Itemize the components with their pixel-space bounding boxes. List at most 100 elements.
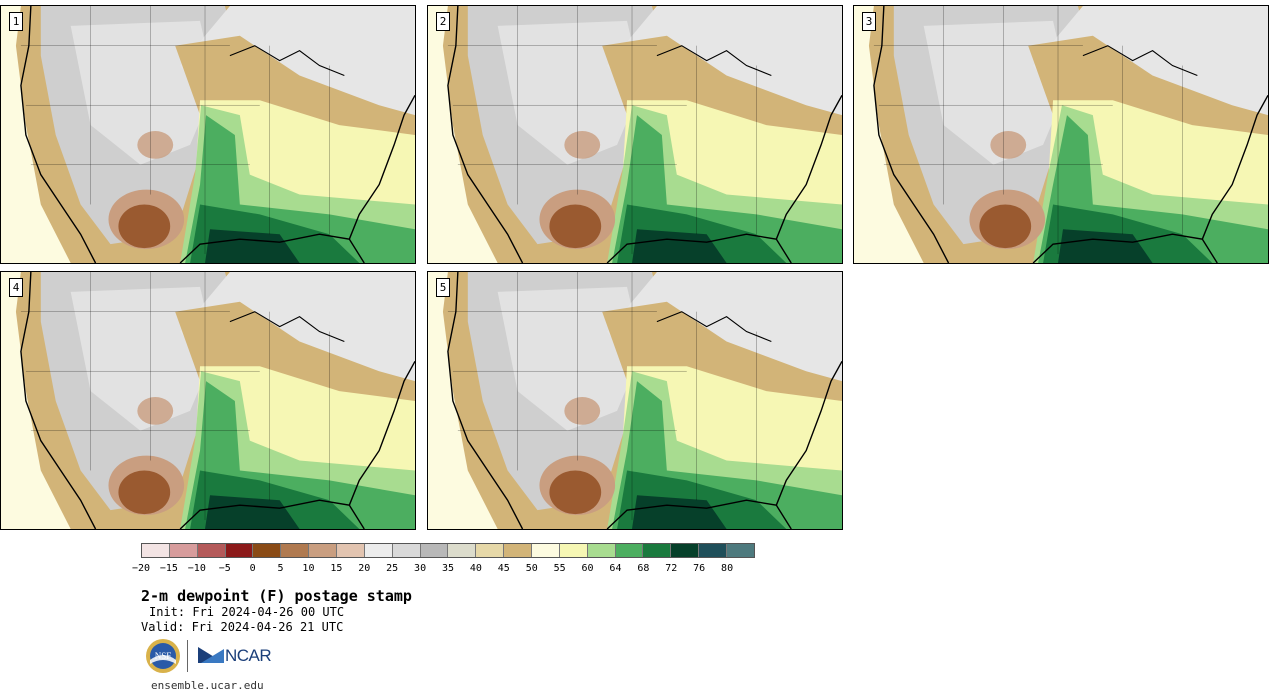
colorbar-tick-label: 15 [330,563,343,574]
colorbar-segment [559,544,588,557]
plains-light-gray [497,20,642,165]
colorbar-tick-label: −20 [131,563,151,574]
colorbar-tick-label: 64 [609,563,622,574]
state-borders [873,6,1183,255]
colorbar-segment [392,544,421,557]
colorbar-segment [504,544,533,557]
member-number: 5 [436,278,450,297]
colorado-dry-air [137,397,174,425]
east-coastline [775,360,842,506]
logo-divider [187,640,188,672]
init-time: Init: Fri 2024-04-26 00 UTC [149,605,345,619]
ensemble-member-map: 1 [0,5,416,264]
great-lakes-outline [1082,45,1198,76]
east-coastline [348,360,415,506]
member-number: 3 [862,12,876,31]
nsf-logo-icon: NSF [146,639,180,673]
colorbar-segment [727,544,754,557]
gulf-coastline [1032,233,1218,263]
gulf-darkest-green [205,229,300,263]
colorbar-segment [643,544,672,557]
colorbar-segment [699,544,728,557]
state-borders [447,272,757,521]
dewpoint-map [428,272,842,529]
colorbar-segment [420,544,449,557]
dewpoint-colorbar [141,543,755,558]
colorbar-tick-label: 20 [358,563,371,574]
great-lakes-outline [229,311,345,342]
gulf-darkest-green [1058,229,1153,263]
colorbar-tick-label: −15 [159,563,178,574]
great-lakes-outline [229,45,345,76]
page-title: 2-m dewpoint (F) postage stamp [141,587,412,605]
member-number: 4 [9,278,23,297]
ensemble-member-map: 4 [0,271,416,530]
dewpoint-map [1,272,415,529]
great-lakes-outline [656,45,772,76]
colorbar-tick-label: 68 [637,563,650,574]
colorbar-segment [364,544,393,557]
east-coastline [348,94,415,240]
site-url: ensemble.ucar.edu [151,679,264,692]
colorbar-tick-label: −10 [187,563,206,574]
colorbar-tick-label: 72 [665,563,678,574]
northern-tan-band [602,35,842,145]
member-number: 2 [436,12,450,31]
colorbar-segment [587,544,616,557]
texas-dry-air-core [549,204,602,249]
ensemble-member-map: 2 [427,5,843,264]
colorbar-segment [532,544,560,557]
west-coastline [873,6,950,263]
dewpoint-map [854,6,1268,263]
colorbar-segment [253,544,282,557]
colorbar-segment [281,544,310,557]
northern-tan-band [175,35,415,145]
valid-time: Valid: Fri 2024-04-26 21 UTC [141,620,344,634]
gulf-darkest-green [632,229,727,263]
colorbar-segment [337,544,365,557]
northern-tan-band [602,301,842,411]
texas-dry-air-core [549,470,602,515]
colorbar-segment [615,544,644,557]
colorbar-segment [169,544,198,557]
colorado-dry-air [564,397,601,425]
colorbar-tick-label: 5 [277,563,284,574]
colorbar-tick-labels: −20 −15 −10 −5 0 5 10 15 20 25 30 35 40 45 50 55 60 64 68 7… [132,563,755,577]
dewpoint-map [1,6,415,263]
colorbar-tick-label: 76 [693,563,706,574]
west-coastline [447,6,524,263]
west-coastline [20,6,97,263]
colorbar-tick-label: 10 [302,563,315,574]
colorbar-tick-label: 40 [469,563,482,574]
colorbar-segment [197,544,226,557]
colorbar-tick-label: 30 [414,563,427,574]
colorbar-tick-label: 35 [441,563,455,574]
texas-dry-air-core [118,470,171,515]
plains-light-gray [923,20,1068,165]
colorbar-tick-label: 80 [721,563,734,574]
east-coastline [1201,94,1268,240]
logo-bar: NSF NCAR [145,638,275,676]
colorbar-segment [225,544,254,557]
great-lakes-outline [656,311,772,342]
colorbar-tick-label: 50 [525,563,538,574]
colorbar-segment [671,544,700,557]
ncar-mark-icon [198,647,224,663]
member-number: 1 [9,12,23,31]
northern-tan-band [1028,35,1268,145]
colorbar-tick-label: −5 [218,563,231,574]
west-coastline [20,272,97,529]
plains-light-gray [70,20,215,165]
texas-dry-air-core [118,204,171,249]
dewpoint-map [428,6,842,263]
plains-light-gray [497,286,642,431]
colorbar-tick-label: 60 [581,563,594,574]
colorado-dry-air [564,131,601,159]
state-borders [447,6,757,255]
colorbar-segment [476,544,505,557]
state-borders [20,272,330,521]
colorbar-segment [142,544,170,557]
west-coastline [447,272,524,529]
colorbar-tick-label: 25 [386,563,399,574]
colorbar-tick-label: 45 [497,563,510,574]
